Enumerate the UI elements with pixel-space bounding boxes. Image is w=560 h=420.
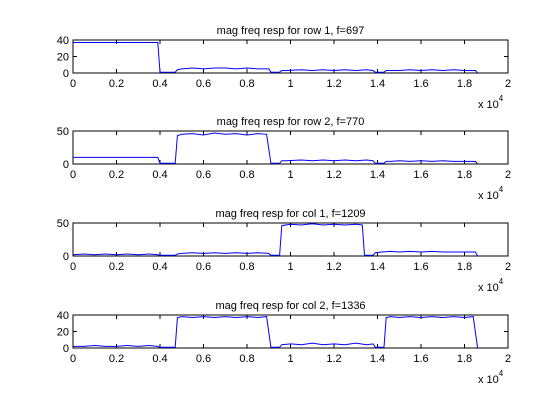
y-tick-label: 20 [57,52,69,64]
x-tick-label: 0.6 [196,78,211,90]
y-tick-label: 0 [63,251,69,263]
subplot-4: mag freq resp for col 2, f=1336 0 0.2 0.4 0.… [57,300,511,386]
x-tick-label: 1.2 [326,261,341,273]
y-tick-label: 0 [63,159,69,171]
x-axis-multiplier-exponent: 4 [499,94,504,103]
x-axis-multiplier: x 104 [478,277,504,294]
x-tick-label: 1 [287,169,293,181]
x-tick-label: 0.6 [196,169,211,181]
x-tick-label: 1.6 [413,78,428,90]
x-tick-label: 0.4 [152,78,167,90]
x-tick-label: 0.4 [152,169,167,181]
x-tick-label: 0 [70,78,76,90]
x-tick-label: 1.4 [370,78,385,90]
x-tick-label: 0.2 [109,261,124,273]
x-tick-label: 1.8 [457,169,472,181]
x-tick-label: 2 [505,261,511,273]
series-line-1 [73,42,478,74]
x-axis-multiplier-base: x 10 [478,99,499,111]
x-tick-label: 1.8 [457,78,472,90]
x-tick-label: 1 [287,261,293,273]
axes-frame [72,314,509,349]
x-tick-label: 2 [505,169,511,181]
x-tick-label: 0 [70,169,76,181]
x-axis-multiplier-base: x 10 [478,374,499,386]
x-axis-multiplier-exponent: 4 [499,277,504,286]
series-line-1 [72,223,479,257]
x-tick-label: 0.8 [239,169,254,181]
x-tick-label: 0.6 [196,353,211,365]
x-tick-label: 0.6 [196,261,211,273]
subplot-1: mag freq resp for row 1, f=697 0 0.2 0.4 0.6… [57,25,511,111]
x-tick-label: 1.4 [370,169,385,181]
x-tick-label: 0.2 [109,353,124,365]
x-tick-label: 0.8 [239,261,254,273]
x-axis-multiplier: x 104 [478,94,504,111]
x-tick-label: 1 [287,78,293,90]
y-tick-label: 40 [57,310,69,322]
y-tick-label: 0 [63,68,69,80]
y-tick-label: 50 [57,126,69,138]
x-tick-label: 0 [70,353,76,365]
x-tick-label: 1 [287,353,293,365]
x-tick-label: 2 [505,78,511,90]
x-tick-label: 1.4 [370,353,385,365]
x-tick-label: 2 [505,353,511,365]
axes-frame [72,130,509,165]
x-tick-label: 1.2 [326,353,341,365]
x-axis-multiplier-exponent: 4 [499,369,504,378]
x-axis-multiplier-base: x 10 [478,282,499,294]
x-tick-label: 0.8 [239,353,254,365]
subplot-3: mag freq resp for col 1, f=1209 0 0.2 0.4 0.… [57,208,511,294]
y-tick-label: 0 [63,343,69,355]
x-tick-label: 1.2 [326,169,341,181]
x-axis-multiplier-base: x 10 [478,190,499,202]
x-axis-multiplier: x 104 [478,185,504,202]
x-tick-label: 0.4 [152,261,167,273]
x-tick-label: 1.2 [326,78,341,90]
y-tick-label: 50 [57,218,69,230]
series-line-1 [73,316,479,349]
x-tick-label: 0.2 [109,169,124,181]
x-tick-label: 1.4 [370,261,385,273]
subplot-title: mag freq resp for row 2, f=770 [217,116,365,128]
subplot-2: mag freq resp for row 2, f=770 0 0.2 0.4 0.6… [57,116,511,202]
axes-frame [72,39,509,74]
x-tick-label: 0.4 [152,353,167,365]
x-tick-label: 1.8 [457,261,472,273]
axes-frame [72,222,509,257]
x-tick-label: 0 [70,261,76,273]
x-tick-label: 0.2 [109,78,124,90]
y-tick-label: 20 [57,327,69,339]
subplot-title: mag freq resp for col 2, f=1336 [215,300,365,312]
x-axis-multiplier: x 104 [478,369,504,386]
x-tick-label: 0.8 [239,78,254,90]
subplot-title: mag freq resp for col 1, f=1209 [215,208,365,220]
x-tick-label: 1.8 [457,353,472,365]
subplot-title: mag freq resp for row 1, f=697 [217,25,365,37]
x-tick-label: 1.6 [413,353,428,365]
series-line-1 [73,132,478,165]
x-tick-label: 1.6 [413,169,428,181]
x-axis-multiplier-exponent: 4 [499,185,504,194]
x-tick-label: 1.6 [413,261,428,273]
y-tick-label: 40 [57,35,69,47]
